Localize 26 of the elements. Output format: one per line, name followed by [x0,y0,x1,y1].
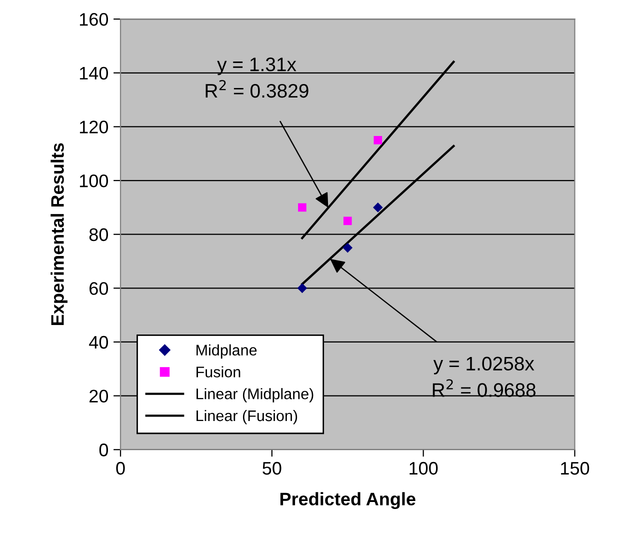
x-tick-label: 100 [410,462,438,475]
y-tick-label: 60 [90,282,108,295]
legend-label: Linear (Fusion) [196,410,298,424]
point [298,203,306,212]
x-tick-label: 150 [561,462,590,475]
x-tick-label: 0 [116,462,125,475]
point [372,202,383,212]
y-tick-label: 100 [80,174,108,188]
y-tick-label: 40 [89,336,108,349]
y-tick-label: 140 [80,66,108,80]
point [297,283,308,294]
y-axis-title: Experimental Results [50,143,68,325]
x-axis-title: Predicted Angle [280,492,416,510]
legend-label: Linear (Midplane) [196,388,314,402]
annotation: y = 1.31x R$^{2}$ = 0.3829 [206,58,308,98]
y-tick-label: 160 [80,13,108,26]
y-tick-label: 80 [89,228,108,242]
point [343,216,352,226]
y-tick-label: 120 [80,120,108,134]
legend-label: Midplane [196,344,257,359]
point [342,242,353,253]
y-tick-label: 0 [99,444,108,456]
point [374,136,382,144]
legend-label: Fusion [196,366,240,378]
y-tick-label: 20 [90,390,108,403]
x-tick-label: 50 [262,462,282,475]
